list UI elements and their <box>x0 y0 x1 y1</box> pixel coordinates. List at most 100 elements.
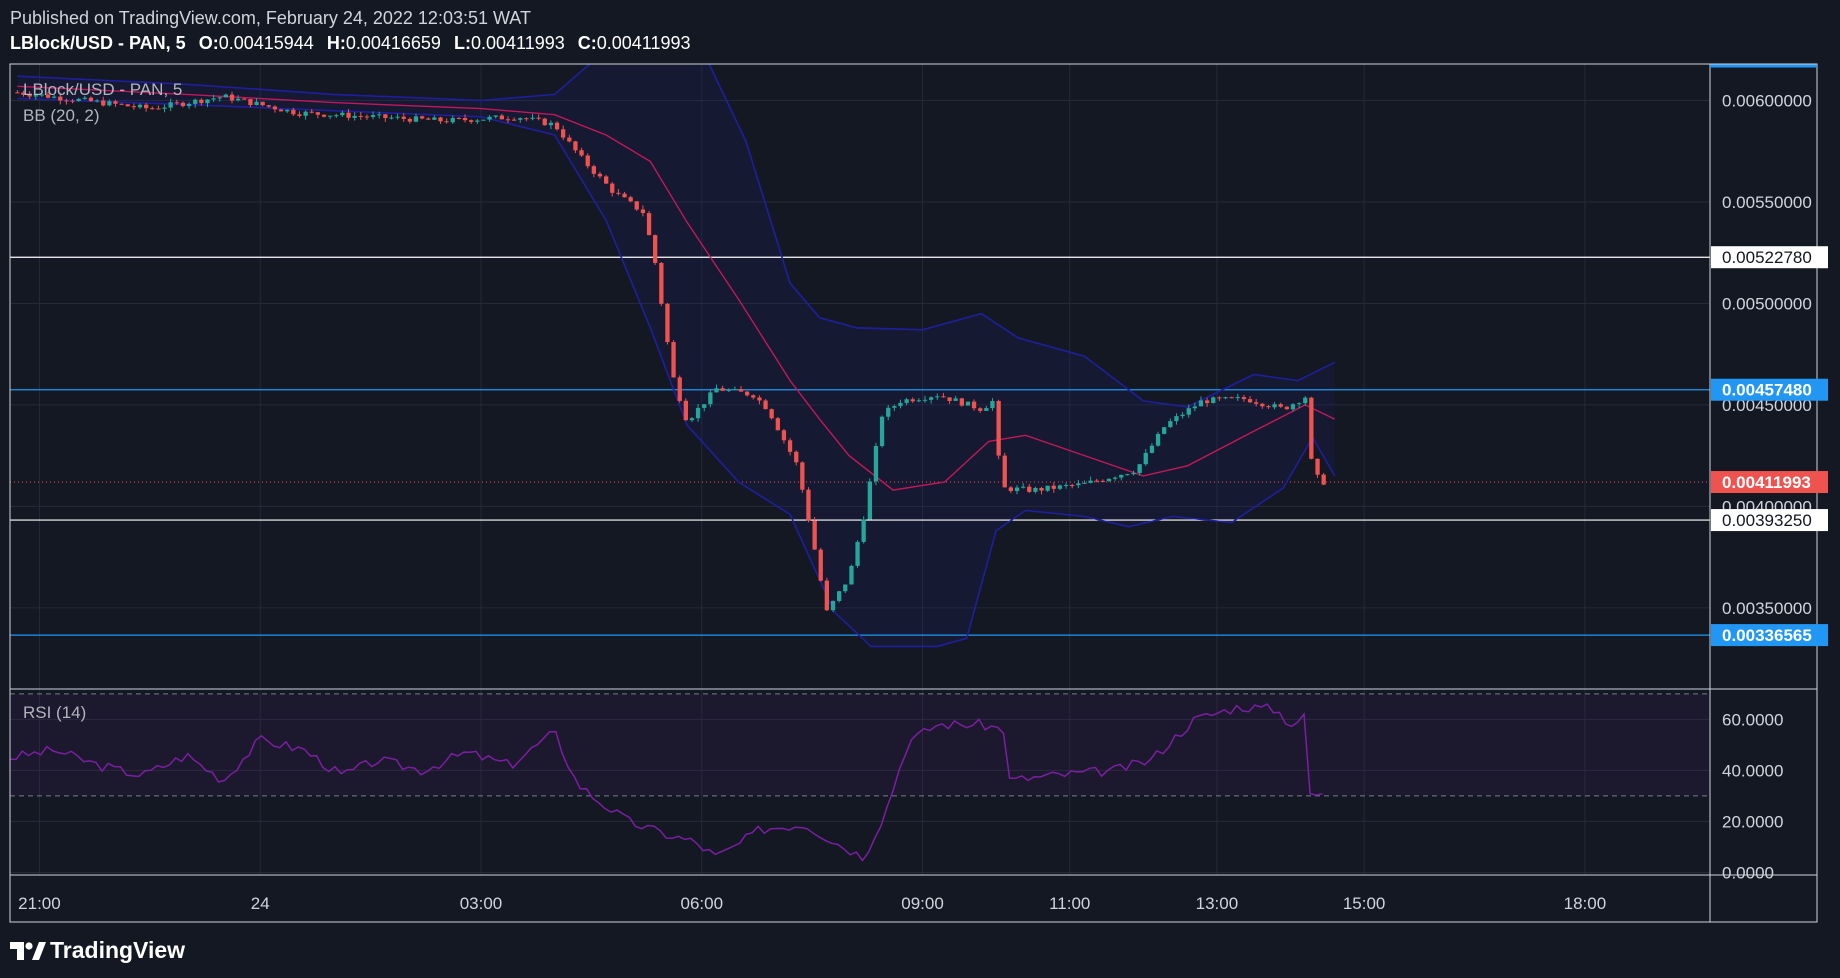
candle-body <box>1235 397 1240 399</box>
time-tick-label: 03:00 <box>460 894 503 913</box>
open-value: 0.00415944 <box>218 33 314 53</box>
candle-body <box>487 116 492 120</box>
candle-body <box>1315 458 1320 475</box>
tradingview-logo[interactable]: TradingView <box>10 937 185 964</box>
high-value: 0.00416659 <box>345 33 441 53</box>
low-label: L: <box>453 33 471 53</box>
rsi-tick-label: 0.0000 <box>1722 863 1774 882</box>
candle-body <box>1149 445 1155 453</box>
candle-body <box>217 97 222 99</box>
candle-body <box>94 100 100 102</box>
candle-body <box>266 105 271 107</box>
candle-body <box>818 549 823 581</box>
candle-body <box>910 399 915 402</box>
candle-body <box>843 584 848 592</box>
candle-body <box>689 418 695 421</box>
candle-body <box>33 95 38 97</box>
candle-body <box>1057 485 1063 489</box>
candle-body <box>1076 483 1081 486</box>
candle-body <box>861 519 866 542</box>
candle-body <box>156 108 161 110</box>
candle-body <box>542 118 547 126</box>
candle-body <box>597 173 603 177</box>
candle-body <box>1247 399 1253 403</box>
candle-body <box>389 117 394 119</box>
candle-body <box>567 137 572 142</box>
bollinger-fill <box>17 64 1335 647</box>
candle-body <box>45 94 51 98</box>
candle-body <box>260 101 265 106</box>
candle-body <box>579 150 584 156</box>
candle-body <box>916 400 921 402</box>
candle-body <box>1070 485 1075 486</box>
candle-body <box>1143 452 1148 465</box>
candle-body <box>794 451 799 463</box>
candle-body <box>450 117 455 123</box>
candle-body <box>800 462 805 490</box>
candle-body <box>186 103 192 107</box>
candle-body <box>720 388 725 391</box>
candle-body <box>536 117 541 119</box>
candle-body <box>58 96 63 101</box>
candle-body <box>732 389 737 390</box>
rsi-line <box>10 703 1323 862</box>
candle-body <box>223 94 228 98</box>
candle-body <box>1266 406 1271 408</box>
price-level-tag <box>1711 624 1828 647</box>
candle-body <box>984 408 989 411</box>
legend-symbol: LBlock/USD - PAN, 5 <box>23 80 183 99</box>
candle-body <box>101 100 106 106</box>
candle-body <box>738 389 744 392</box>
candle-body <box>370 115 376 117</box>
candle-body <box>1198 400 1204 407</box>
candle-body <box>426 118 431 120</box>
candle-body <box>1309 397 1314 459</box>
time-tick-label: 09:00 <box>901 894 944 913</box>
time-tick-label: 21:00 <box>18 894 61 913</box>
candle-body <box>1278 404 1283 407</box>
candle-body <box>1094 480 1099 482</box>
price-level-tag-label: 0.00336565 <box>1722 626 1812 645</box>
candle-body <box>137 104 143 108</box>
candle-body <box>1297 403 1302 405</box>
candle-body <box>775 418 780 431</box>
candle-body <box>1155 433 1161 446</box>
candle-body <box>1254 402 1259 404</box>
candle-body <box>131 106 136 108</box>
candle-body <box>695 407 701 419</box>
candle-body <box>671 342 676 378</box>
candle-body <box>1180 414 1185 417</box>
candle-body <box>144 104 149 109</box>
candle-body <box>751 395 756 398</box>
price-level-tag <box>1711 378 1828 401</box>
candle-body <box>604 176 609 184</box>
price-tick-label: 0.00600000 <box>1722 92 1812 111</box>
candle-body <box>990 401 995 409</box>
candle-body <box>665 303 670 343</box>
rsi-tick-label: 60.0000 <box>1722 710 1783 729</box>
candle-body <box>88 97 94 102</box>
candle-body <box>383 114 388 118</box>
candle-body <box>1162 427 1167 434</box>
price-level-tag-label: 0.00522780 <box>1722 248 1812 267</box>
candle-body <box>622 193 627 198</box>
candle-body <box>315 112 320 115</box>
candle-body <box>303 111 308 116</box>
last-price-tag-label: 0.00411993 <box>1722 473 1811 492</box>
time-tick-label: 11:00 <box>1049 894 1090 913</box>
candle-body <box>745 391 750 396</box>
candle-body <box>180 102 186 107</box>
candle-body <box>236 98 241 101</box>
candle-body <box>328 115 333 117</box>
candle-body <box>432 117 437 120</box>
candle-body <box>1217 397 1222 399</box>
candle-body <box>1021 486 1026 488</box>
candle-body <box>1082 482 1087 484</box>
candle-body <box>39 94 44 96</box>
bb-upper-line <box>17 64 1336 408</box>
candle-body <box>1174 416 1179 422</box>
candle-body <box>248 99 253 105</box>
candle-body <box>352 115 357 118</box>
bollinger-band-fill <box>17 64 1335 647</box>
